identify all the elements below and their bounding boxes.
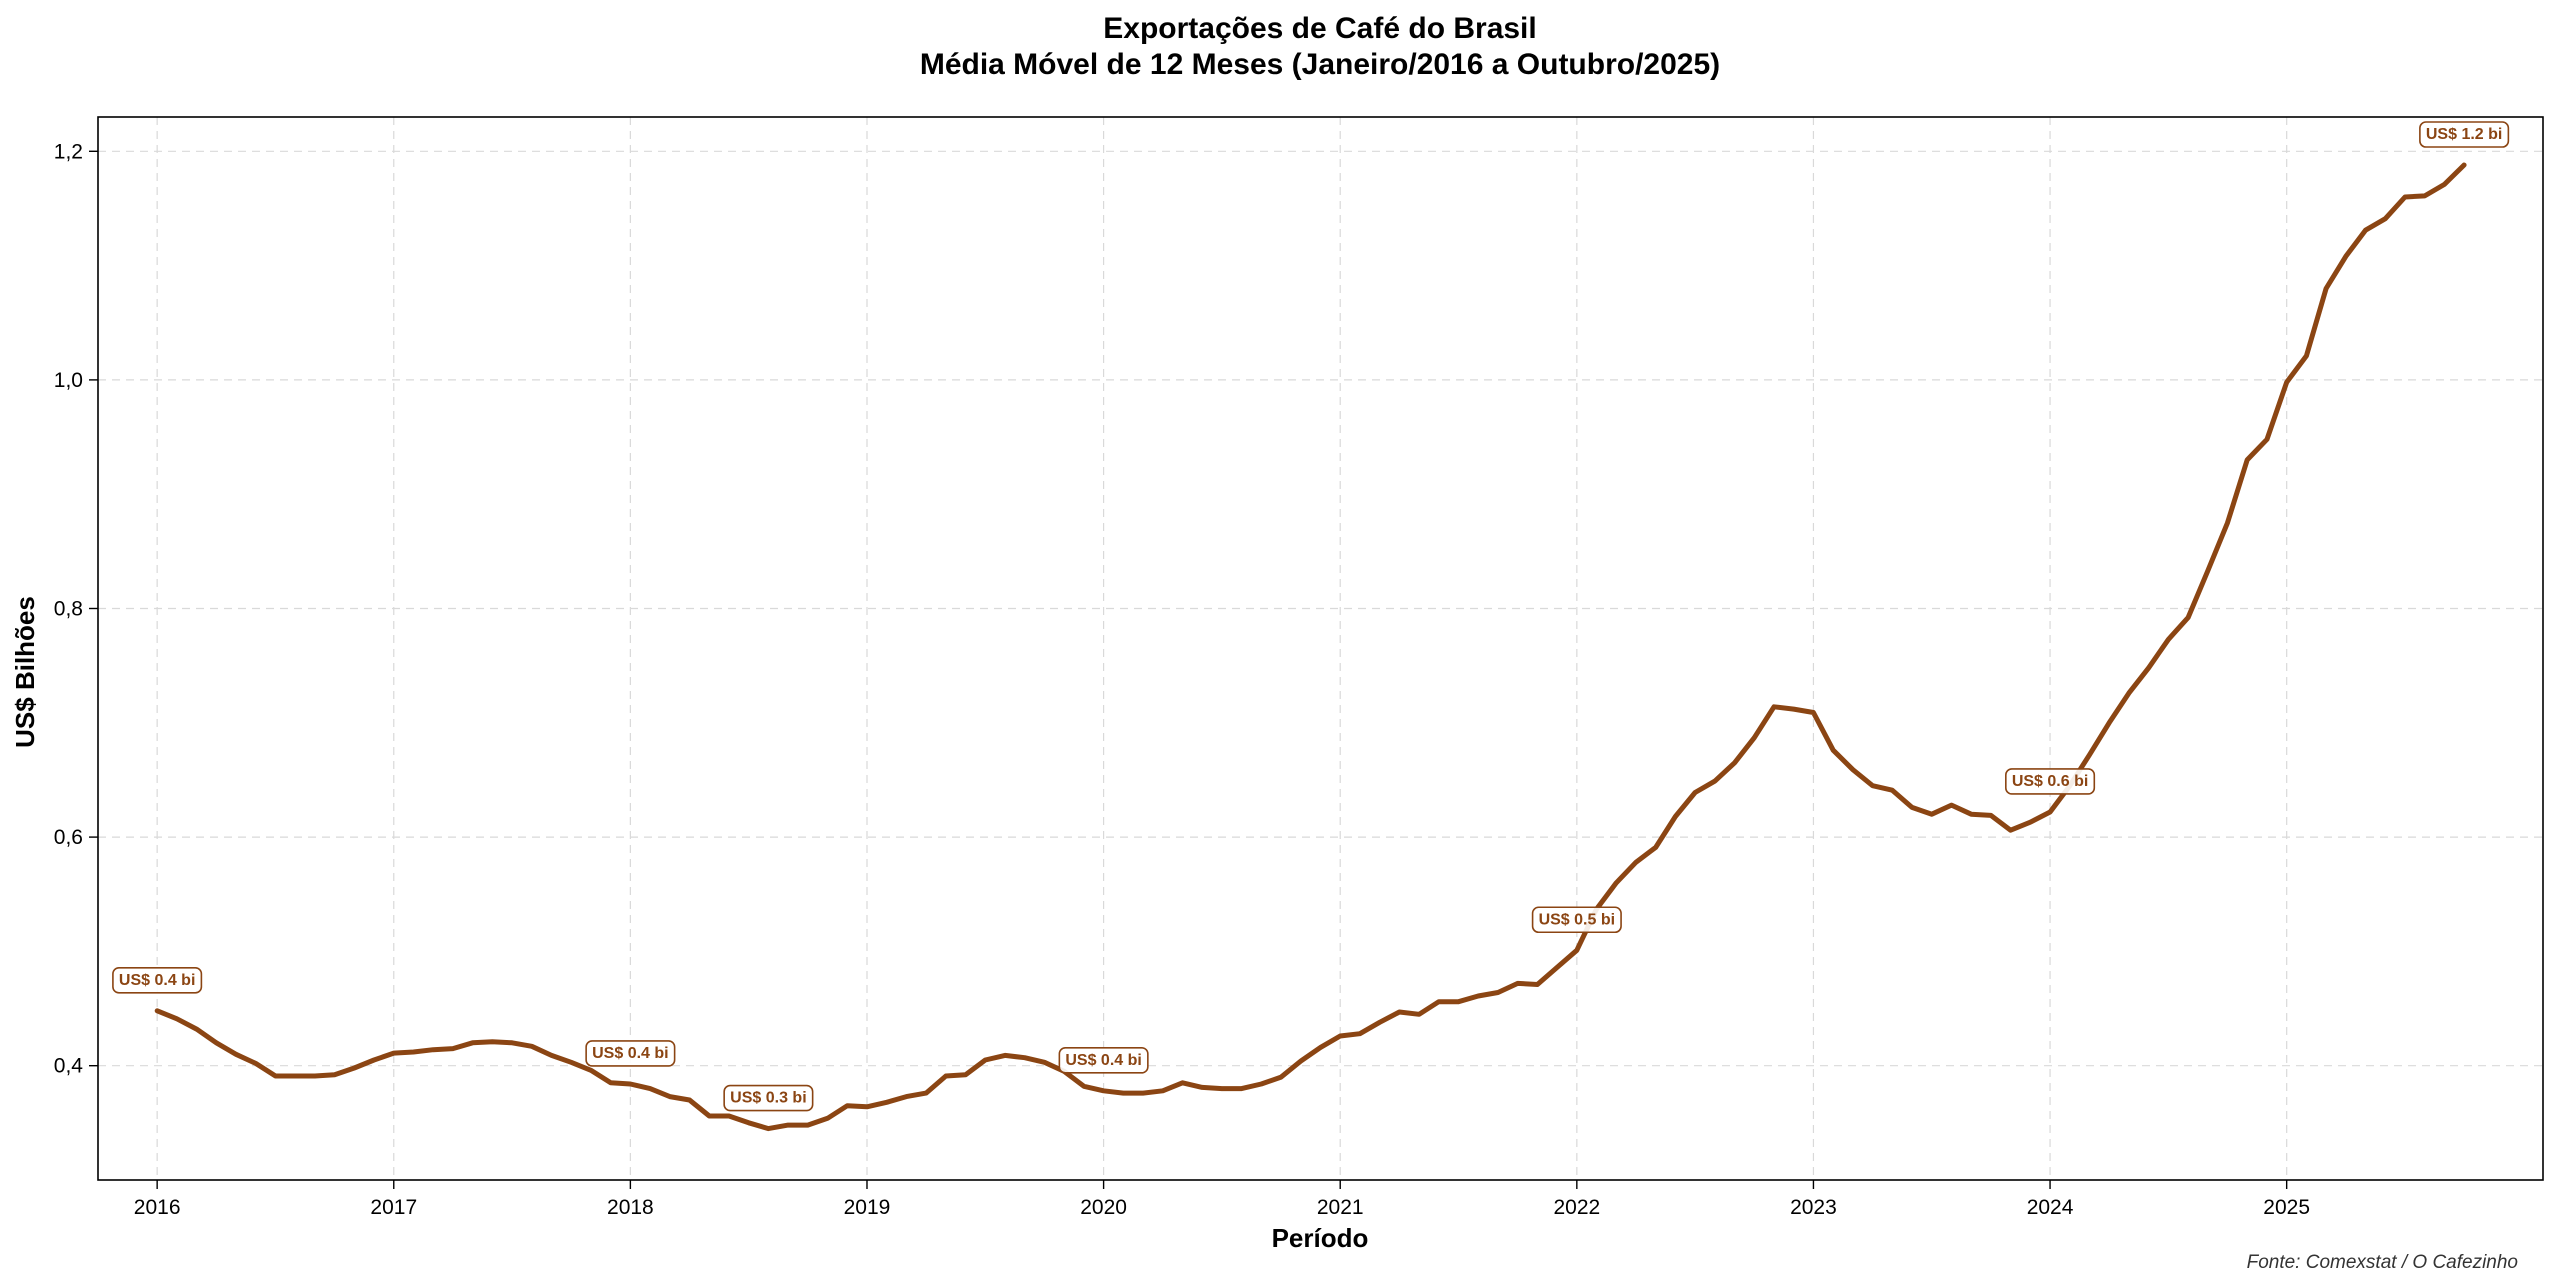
x-tick-label: 2023: [1790, 1196, 1837, 1219]
data-label-box: [1058, 1047, 1149, 1074]
data-label-box: [1531, 906, 1622, 934]
data-label-text: US$ 1.2 bi: [2426, 126, 2502, 143]
x-tick-label: 2021: [1317, 1196, 1364, 1219]
y-tick-label: 0,4: [54, 1055, 84, 1078]
data-label-box: [723, 1084, 814, 1112]
data-label: US$ 0.4 bi: [112, 967, 203, 994]
chart-title: Exportações de Café do Brasil: [1103, 12, 1536, 45]
data-label-text: US$ 0.6 bi: [2012, 773, 2088, 790]
x-tick-label: 2018: [607, 1196, 654, 1219]
y-tick-label: 1,2: [54, 140, 83, 163]
x-axis-title: Período: [1272, 1223, 1369, 1253]
data-label-text: US$ 0.4 bi: [119, 972, 195, 989]
x-tick-label: 2019: [844, 1196, 891, 1219]
x-tick-label: 2020: [1080, 1196, 1127, 1219]
y-tick-label: 1,0: [54, 369, 83, 392]
data-label-text: US$ 0.4 bi: [1065, 1052, 1141, 1069]
data-label-box: [585, 1040, 676, 1067]
data-label: US$ 0.4 bi: [585, 1040, 676, 1067]
data-label-box: [2419, 121, 2510, 148]
data-label-text: US$ 0.5 bi: [1539, 911, 1615, 928]
data-label: US$ 1.2 bi: [2419, 121, 2510, 148]
x-tick-label: 2024: [2027, 1196, 2074, 1219]
x-tick-label: 2016: [134, 1196, 181, 1219]
data-label: US$ 0.4 bi: [1058, 1047, 1149, 1074]
x-tick-label: 2025: [2263, 1196, 2310, 1219]
annotations: US$ 0.4 bi US$ 0.4 bi US$ 0.3 bi US$ 0.4 bi…: [112, 121, 2510, 1112]
data-label-box: [112, 967, 203, 994]
data-label-text: US$ 0.3 bi: [730, 1090, 806, 1107]
data-label: US$ 0.5 bi: [1531, 906, 1622, 934]
axis-ticks: 2016 2017 2018 2019 2020 2021 2022 2023 2024 2025…: [54, 140, 2310, 1219]
x-tick-label: 2017: [370, 1196, 417, 1219]
x-tick-label: 2022: [1553, 1196, 1600, 1219]
data-label: US$ 0.6 bi: [2005, 768, 2096, 795]
source-note: Fonte: Comexstat / O Cafezinho: [2247, 1252, 2518, 1273]
chart-subtitle: Média Móvel de 12 Meses (Janeiro/2016 a …: [920, 48, 1720, 81]
data-label-text: US$ 0.4 bi: [592, 1045, 668, 1062]
series-layer: [154, 162, 2467, 1132]
y-tick-label: 0,8: [54, 597, 83, 620]
grid-lines: [98, 117, 2543, 1180]
plot-area: [97, 116, 2544, 1181]
y-axis-title: US$ Bilhões: [10, 596, 40, 748]
data-label: US$ 0.3 bi: [723, 1084, 814, 1112]
y-tick-label: 0,6: [54, 826, 83, 849]
data-label-box: [2005, 768, 2096, 795]
series-line: [154, 162, 2467, 1132]
